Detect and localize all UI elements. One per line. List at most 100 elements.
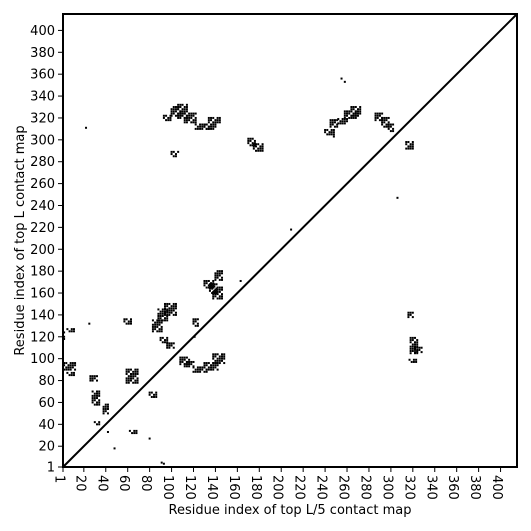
contact-point [70,328,73,331]
contact-point [354,110,357,113]
contact-point [354,112,357,115]
contact-point [221,355,224,358]
contact-point [170,311,173,314]
contact-point [158,330,161,333]
contact-point [89,375,92,378]
contact-point [134,372,137,375]
contact-point [207,116,210,119]
contact-point [134,368,137,371]
contact-point [129,375,132,378]
contact-point [91,397,94,400]
contact-point [148,393,151,396]
contact-point [125,370,128,373]
x-tick-label: 340 [423,475,438,500]
contact-point [350,110,353,113]
contact-point [333,125,336,128]
contact-point [151,328,154,331]
contact-point [106,405,109,408]
contact-point [203,362,206,365]
contact-point [212,116,215,119]
contact-point [385,125,388,128]
contact-point [167,116,170,119]
contact-point [407,141,410,144]
contact-point [205,368,208,371]
contact-point [185,360,188,363]
x-tick-label: 240 [314,475,329,500]
x-tick-label: 80 [138,475,153,492]
contact-point [168,342,171,345]
y-tick-label: 220 [30,221,55,236]
contact-point [161,315,164,317]
contact-point [125,379,128,382]
contact-point [128,429,131,432]
contact-point [207,119,210,122]
contact-point [208,289,211,292]
contact-point [354,114,357,117]
contact-point [212,368,215,371]
contact-point [359,106,362,109]
contact-point [416,352,419,355]
contact-point [127,370,130,373]
y-tick-label: 40 [38,418,55,433]
contact-point [91,399,94,402]
contact-point [330,133,333,136]
contact-point [160,325,163,328]
contact-point [223,355,226,358]
contact-point [407,311,410,314]
contact-point [167,119,170,122]
contact-point [356,108,359,111]
contact-point [416,346,419,349]
contact-point [74,368,77,371]
contact-point [166,311,169,314]
contact-point [95,397,98,400]
contact-point [169,114,172,117]
contact-point [213,285,216,288]
contact-point [207,284,210,287]
contact-point [166,308,169,311]
contact-point [214,353,217,356]
contact-point [407,316,410,319]
contact-point [324,131,327,134]
contact-point [352,108,355,111]
contact-point [174,106,177,109]
contact-point [409,336,412,339]
contact-point [418,348,421,351]
contact-point [418,346,421,349]
contact-point [212,282,215,285]
contact-point [63,362,66,365]
contact-point [411,316,414,319]
contact-point [212,353,215,356]
contact-point [405,143,408,146]
contact-point [208,283,211,286]
contact-point [196,322,199,325]
contact-point [409,339,412,342]
contact-point [199,123,202,126]
contact-point [129,377,132,380]
contact-point [214,364,217,367]
contact-point [387,127,390,130]
contact-point [157,315,160,317]
contact-point [162,462,165,465]
contact-point [411,339,414,342]
y-tick-label: 280 [30,155,55,170]
contact-point [163,339,166,342]
contact-point [172,309,175,312]
contact-point [389,123,392,126]
contact-point [201,368,204,371]
y-tick-label: 140 [30,308,55,323]
contact-point [192,365,195,368]
contact-point [208,287,211,290]
contact-point [188,358,191,361]
y-tick-label: 300 [30,133,55,148]
contact-point [174,311,177,314]
contact-point [63,331,66,334]
contact-point [249,144,252,147]
contact-point [174,110,177,113]
contact-point [183,356,186,359]
contact-point [123,320,126,323]
contact-point [163,305,166,308]
contact-point [88,322,91,325]
contact-point [159,312,162,315]
contact-point [170,305,173,308]
contact-point [181,114,184,117]
